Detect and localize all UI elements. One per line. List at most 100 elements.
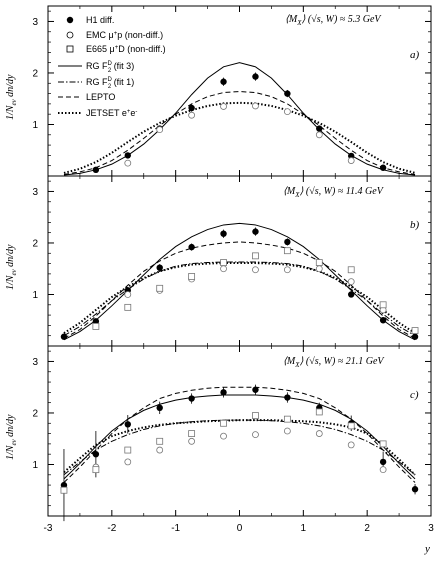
panel-a-point-open-circle — [220, 103, 227, 110]
panel-c-point-filled-circle — [92, 450, 100, 458]
panel-b-point-open-circle — [347, 278, 355, 286]
panel-c-point-open-square — [60, 486, 68, 494]
panel-a-point-open-circle — [252, 102, 259, 110]
panel-b-point-filled-circle — [252, 228, 259, 235]
panel-b-energy: ⟨MX⟩ (√s, W) ≈ 11.4 GeV — [283, 186, 385, 199]
panel-b-point-open-circle — [315, 265, 323, 273]
panel-b-point-filled-circle — [156, 264, 163, 271]
legend-emc-marker — [66, 31, 74, 39]
xtick-label-5: 2 — [364, 523, 370, 534]
panel-c-point-filled-circle — [60, 481, 68, 489]
panel-b-point-open-square — [188, 273, 196, 280]
legend-lepto-label: LEPTO — [86, 92, 115, 102]
panel-c-data — [60, 384, 419, 522]
panel-c-curve-solid — [63, 394, 416, 480]
panel-b-point-filled-circle — [284, 238, 291, 246]
panel-a-point-open-circle — [347, 157, 355, 164]
panel-c-point-open-square — [347, 422, 355, 430]
panel-c-point-open-circle — [347, 441, 355, 449]
panel-c-curve-dashed — [63, 386, 416, 483]
panel-b-point-open-square — [315, 259, 323, 266]
panel-c-point-filled-circle — [379, 458, 387, 466]
panel-b-point-open-square — [124, 303, 132, 311]
panel-b-point-open-square — [283, 247, 291, 255]
panel-c-ytick-label-2: 3 — [32, 357, 38, 368]
panel-a-point-open-circle — [315, 131, 323, 139]
panel-c-point-filled-circle — [252, 386, 259, 393]
legend-h1-label: H1 diff. — [86, 15, 114, 25]
panel-c-point-filled-circle — [156, 404, 163, 412]
x-axis-title: y — [424, 543, 430, 555]
legend-fit3-label: RG FD 2 (fit 3) — [86, 61, 134, 74]
panel-c-point-open-square — [156, 437, 164, 445]
panel-c-point-filled-circle — [188, 395, 195, 402]
xtick-label-2: -1 — [171, 523, 180, 534]
panel-c-point-open-circle — [188, 437, 196, 445]
panel-a-point-filled-circle — [316, 125, 323, 132]
panel-a-ytick-label-0: 1 — [32, 120, 38, 131]
panel-c-ytick-label-0: 1 — [32, 460, 38, 471]
panel-b-point-open-circle — [124, 291, 132, 298]
xtick-label-4: 1 — [301, 523, 307, 534]
panel-a-label: a) — [410, 49, 420, 61]
panel-c-point-open-circle — [156, 446, 164, 454]
panel-c-point-open-square — [252, 412, 259, 419]
panel-c-point-open-circle — [315, 430, 323, 437]
panel-b-point-open-circle — [220, 265, 227, 273]
panel-c-point-open-square — [124, 446, 132, 454]
panel-a-curve-solid — [63, 62, 416, 176]
panel-b-point-filled-circle — [60, 333, 68, 340]
panel-c-point-open-circle — [379, 466, 387, 474]
panel-b-point-open-circle — [283, 266, 291, 274]
xtick-label-0: -3 — [44, 523, 53, 534]
panel-a-point-filled-circle — [92, 166, 100, 174]
panel-c-point-open-circle — [124, 458, 132, 466]
panel-b-point-filled-circle — [92, 318, 100, 325]
legend-h1-marker — [66, 16, 74, 24]
panel-b-ytick-label-2: 3 — [32, 187, 38, 198]
panel-c-point-open-square — [315, 408, 323, 416]
panel-b-point-open-square — [92, 323, 100, 330]
panel-b-ylabel: 1/Nev dn/dy — [5, 244, 18, 290]
panel-c-point-open-square — [283, 415, 291, 423]
xtick-label-3: 0 — [237, 523, 243, 534]
panel-c-point-filled-circle — [220, 389, 227, 396]
legend-emc-label: EMC μ+p (non-diff.) — [86, 30, 163, 40]
panel-c-point-open-circle — [283, 427, 291, 435]
panel-c-point-open-square — [379, 440, 387, 448]
axes-ticks: 1 2 3 1 2 3 1 2 3 -3 -2 -1 0 1 2 3 — [32, 6, 434, 534]
panel-c-point-filled-circle — [124, 421, 131, 428]
panel-b-ytick-label-1: 2 — [32, 238, 38, 249]
panel-a-point-open-circle — [283, 108, 291, 116]
panel-c-point-filled-circle — [411, 486, 419, 493]
panel-a-point-open-circle — [188, 111, 196, 119]
panel-c-point-open-circle — [252, 431, 259, 439]
panel-a-point-filled-circle — [379, 164, 387, 171]
panel-a-ytick-label-1: 2 — [32, 68, 38, 79]
panel-a-point-filled-circle — [188, 104, 195, 112]
panel-b-point-filled-circle — [379, 317, 387, 324]
panel-a-point-filled-circle — [284, 90, 291, 97]
xtick-label-6: 3 — [428, 523, 434, 534]
panel-b-point-filled-circle — [348, 291, 355, 298]
panel-b-label: b) — [410, 219, 420, 231]
panel-b-curve-solid — [63, 222, 416, 341]
panel-a-energy: ⟨MX⟩ (√s, W) ≈ 5.3 GeV — [285, 14, 382, 27]
xtick-label-1: -2 — [107, 523, 116, 534]
panel-c-point-open-circle — [220, 432, 227, 440]
panel-b-ytick-label-0: 1 — [32, 290, 38, 301]
panel-b-point-filled-circle — [188, 243, 195, 251]
panel-c-energy: ⟨MX⟩ (√s, W) ≈ 21.1 GeV — [283, 356, 385, 369]
legend-fit1-label: RG FD 2 (fit 1) — [86, 77, 134, 90]
panel-b: b) ⟨MX⟩ (√s, W) ≈ 11.4 GeV — [47, 175, 432, 347]
panel-b-point-open-square — [220, 259, 227, 266]
panel-b-point-open-square — [252, 252, 259, 260]
legend: H1 diff. EMC μ+p (non-diff.) E665 μ+D (n… — [58, 15, 166, 118]
panel-b-point-filled-circle — [220, 230, 227, 237]
legend-e665-label: E665 μ+D (non-diff.) — [86, 44, 166, 54]
panel-b-point-open-square — [411, 327, 419, 334]
panel-c-label: c) — [410, 389, 419, 401]
panel-c-ylabel: 1/Nev dn/dy — [5, 414, 18, 460]
panel-b-point-filled-circle — [411, 333, 419, 340]
